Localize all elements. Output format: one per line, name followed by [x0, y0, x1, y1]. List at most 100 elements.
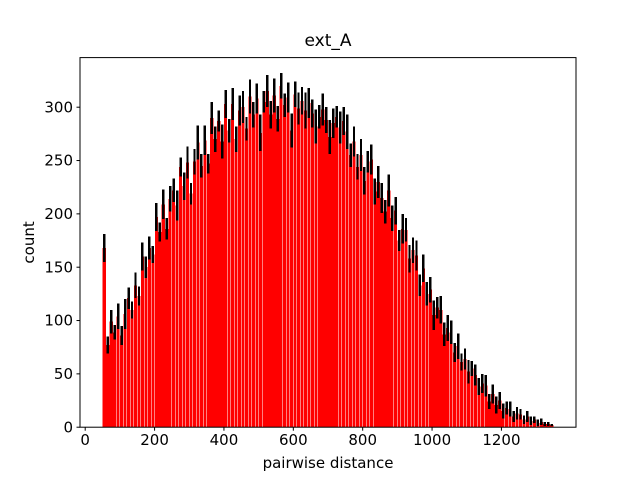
histogram-bar [140, 256, 144, 428]
histogram-bar [383, 211, 387, 428]
histogram-bar [206, 163, 210, 428]
histogram-bar [109, 321, 113, 428]
histogram-bar [237, 110, 242, 428]
histogram-bar [276, 118, 280, 428]
histogram-bar [213, 139, 217, 428]
histogram-bar [480, 383, 484, 428]
histogram-bar [123, 314, 127, 428]
y-tick-label: 150 [44, 258, 73, 276]
histogram-bar [355, 166, 360, 428]
histogram-bar [456, 346, 460, 428]
x-tick-label: 600 [279, 431, 308, 449]
error-bars-group [103, 73, 553, 427]
y-tick-label: 100 [44, 312, 73, 330]
histogram-bar [505, 408, 509, 428]
y-tick-label: 50 [54, 365, 73, 383]
histogram-bar [466, 371, 471, 428]
histogram-bar [446, 328, 450, 428]
histogram-bar [324, 120, 328, 428]
histogram-bar [435, 307, 439, 428]
histogram-bar [314, 126, 318, 428]
histogram-bar [265, 91, 269, 428]
histogram-bar [401, 228, 405, 428]
y-tick-label: 200 [44, 205, 73, 223]
histogram-bar [196, 142, 200, 428]
histogram-bar [234, 139, 238, 428]
histogram-bar [258, 132, 262, 428]
axes-group: 0 200 400 600 800 1000 1200 0 50 100 150 200 250 300 [44, 57, 577, 449]
histogram-bar [248, 96, 252, 428]
histogram-bar [310, 113, 314, 428]
histogram-bar [272, 95, 276, 428]
histogram-bar [369, 159, 373, 428]
histogram-bar [442, 334, 446, 428]
histogram-bar [515, 413, 519, 428]
histogram-bar [338, 127, 342, 428]
histogram-bar [106, 345, 110, 428]
histogram-bar [279, 85, 283, 428]
histogram-bar [227, 130, 231, 428]
histogram-bar [210, 117, 214, 428]
histogram-bar [127, 298, 131, 428]
histogram-bar [449, 332, 453, 428]
histogram-bar [269, 114, 273, 428]
x-tick-label: 800 [348, 431, 377, 449]
histogram-bar [244, 128, 249, 428]
histogram-bar [331, 123, 335, 428]
histogram-bar [321, 109, 325, 428]
histogram-bar [397, 240, 401, 428]
histogram-bar [185, 162, 190, 428]
histogram-bar [317, 116, 321, 428]
histogram-bar [366, 161, 370, 428]
histogram-bar [501, 411, 505, 428]
histogram-bar [255, 98, 259, 428]
x-axis-label: pairwise distance [263, 454, 394, 472]
x-tick-label: 1200 [482, 431, 520, 449]
histogram-bar [498, 400, 502, 428]
plot-border [79, 57, 577, 428]
histogram-bar [328, 137, 332, 428]
histogram-bar [428, 289, 432, 428]
histogram-bar [473, 374, 477, 428]
histogram-bar [404, 229, 408, 428]
histogram-bar [348, 155, 353, 428]
histogram-bar [217, 121, 221, 428]
histogram-bar [508, 409, 512, 428]
histogram-bar [283, 105, 287, 428]
histogram-bar [102, 248, 106, 428]
histogram-bar [161, 204, 165, 428]
histogram-bar [158, 232, 162, 428]
histogram-bar [376, 181, 380, 428]
histogram-bar [224, 104, 228, 428]
histogram-bar [359, 155, 363, 428]
histogram-bar [182, 186, 186, 428]
histogram-bar [203, 140, 207, 428]
histogram-bar [154, 217, 158, 428]
histogram-bar [290, 130, 294, 428]
x-tick-label: 400 [210, 431, 239, 449]
histogram-bar [241, 107, 245, 428]
histogram-bar [168, 198, 172, 428]
histogram-bar [414, 255, 419, 428]
histogram-bar [407, 258, 412, 428]
histogram-bar [251, 114, 255, 428]
histogram-bar [342, 121, 346, 428]
histogram-bar [470, 368, 474, 428]
histogram-bar [352, 141, 356, 428]
histogram-bar [484, 385, 488, 428]
histogram-bar [151, 254, 155, 428]
histogram-bar [286, 97, 290, 428]
histogram-bar [147, 248, 151, 428]
histogram-bar [192, 161, 197, 428]
histogram-bar [231, 104, 235, 428]
histogram-bar [175, 205, 179, 428]
histogram-bar [189, 193, 193, 428]
histogram-bar [477, 386, 481, 428]
histogram-bar [425, 293, 429, 428]
histogram-bar [550, 425, 554, 428]
histogram-bar [380, 197, 384, 428]
histogram-bar [532, 419, 536, 428]
histogram-bar [113, 332, 117, 428]
